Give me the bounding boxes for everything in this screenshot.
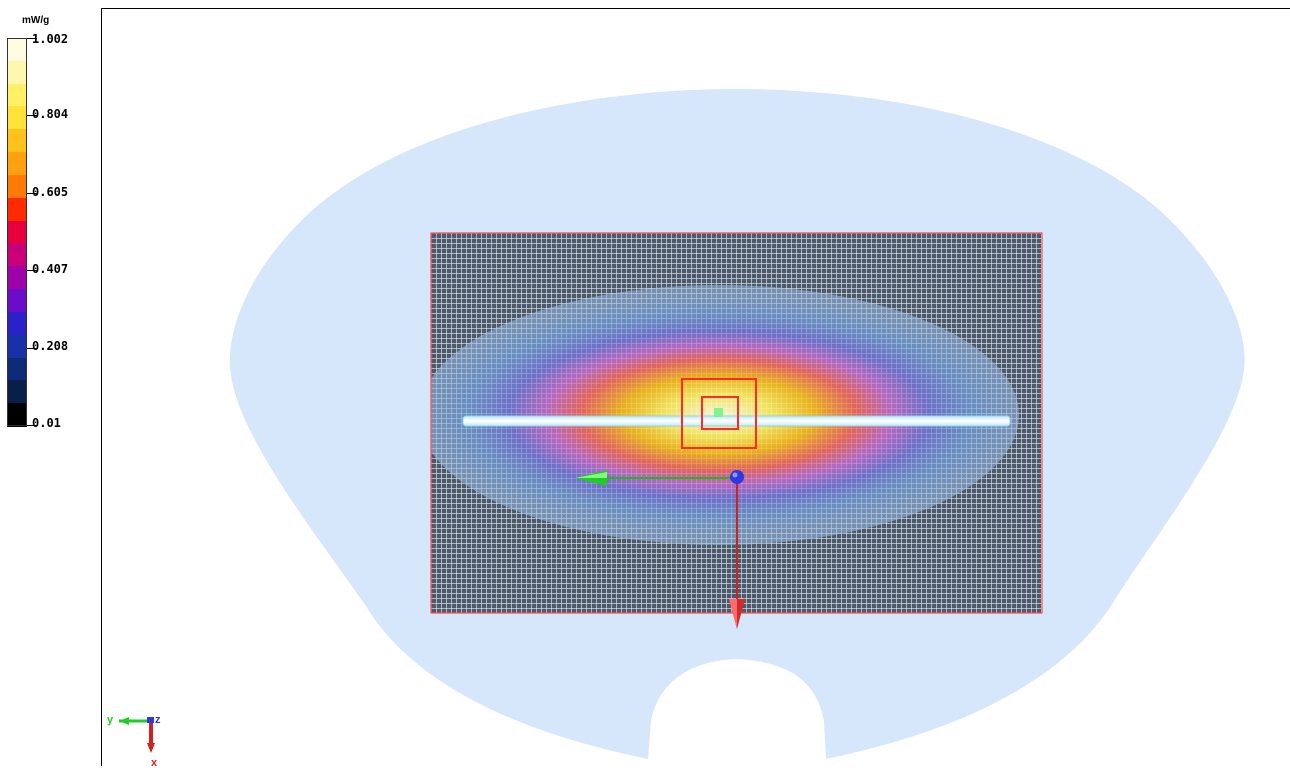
colorbar-tick — [27, 192, 37, 194]
colorbar-tick-label: 0.804 — [32, 107, 69, 121]
zoom-scan-outer-marker — [681, 378, 757, 449]
colorbar-tick — [27, 270, 37, 272]
colorbar-segment — [7, 334, 27, 359]
sar-distribution — [431, 285, 1019, 545]
axis-label-z: z — [155, 714, 161, 726]
colorbar-segment — [7, 152, 27, 176]
scene-svg: y z x — [107, 89, 1245, 769]
colorbar-tick-label: 0.407 — [32, 262, 69, 276]
colorbar-segment — [7, 403, 27, 427]
colorbar-tick-label: 0.01 — [32, 416, 61, 430]
colorbar — [7, 38, 37, 427]
colorbar-segment — [7, 289, 27, 313]
3d-viewport[interactable]: y z x — [101, 8, 1290, 769]
colorbar-legend: mW/g 1.002 0.804 0.605 0.407 0.208 0.01 — [0, 0, 100, 766]
dipole-strip — [462, 415, 1011, 427]
colorbar-segment — [7, 197, 27, 222]
peak-point-marker — [714, 408, 723, 417]
colorbar-outline — [7, 38, 27, 426]
colorbar-segment — [7, 174, 27, 199]
scene-origin-icon — [730, 470, 744, 484]
colorbar-segment — [7, 106, 27, 130]
colorbar-segment — [7, 357, 27, 381]
colorbar-unit-label: mW/g — [22, 15, 50, 26]
colorbar-segment — [7, 83, 27, 108]
colorbar-tick-label: 0.208 — [32, 339, 69, 353]
colorbar-segment — [7, 266, 27, 290]
colorbar-segment — [7, 38, 27, 62]
colorbar-tick — [27, 38, 37, 39]
colorbar-segment — [7, 129, 27, 153]
axis-label-y: y — [107, 714, 114, 726]
axis-label-x: x — [151, 757, 158, 767]
colorbar-segment — [7, 60, 27, 85]
colorbar-segment — [7, 243, 27, 267]
colorbar-tick-label: 0.605 — [32, 185, 69, 199]
axis-triad: y z x — [107, 714, 161, 769]
colorbar-tick-label: 1.002 — [32, 32, 69, 46]
colorbar-segment — [7, 220, 27, 244]
colorbar-tick — [27, 347, 37, 349]
colorbar-segment — [7, 311, 27, 336]
colorbar-tick — [27, 115, 37, 117]
colorbar-tick — [27, 425, 37, 426]
zoom-scan-inner-marker — [701, 396, 739, 430]
colorbar-segment — [7, 380, 27, 404]
